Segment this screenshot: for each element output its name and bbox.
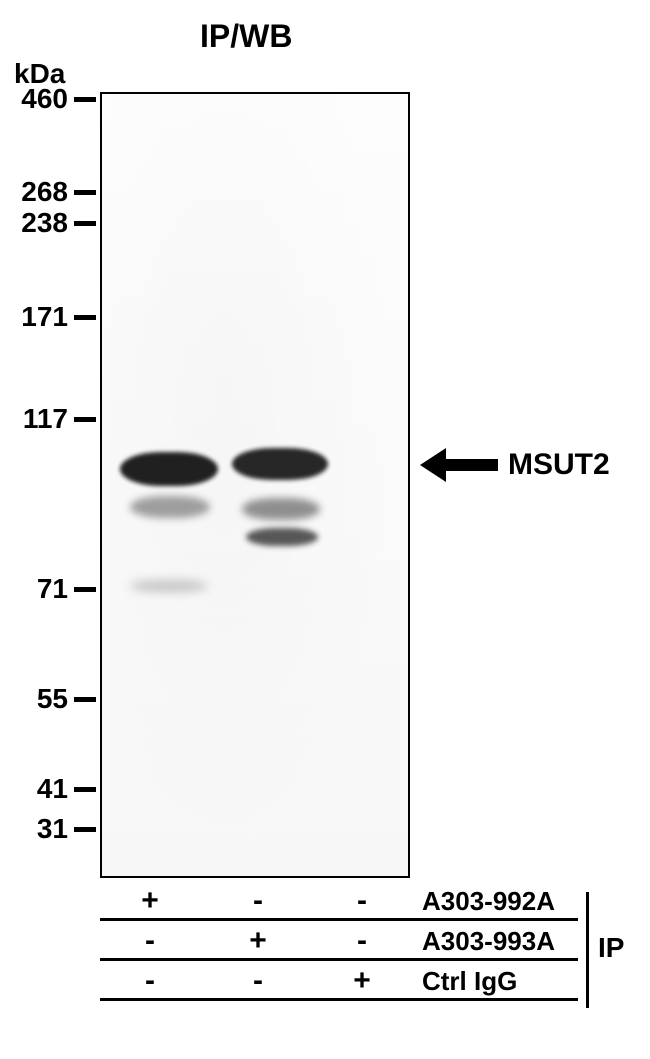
marker-row: 238 <box>8 207 96 239</box>
ip-mark: + <box>135 884 165 918</box>
marker-label: 460 <box>8 83 68 115</box>
arrow-shaft <box>446 459 498 471</box>
band <box>130 580 208 592</box>
ip-row-underline <box>100 998 578 1001</box>
marker-row: 71 <box>8 573 96 605</box>
marker-tick <box>74 315 96 320</box>
ip-table: + - - A303-992A - + - A303-993A - - + Ctrl IgG IP <box>0 884 650 1024</box>
ip-row-underline <box>100 918 578 921</box>
protein-label: MSUT2 <box>508 448 610 482</box>
ip-brace-line <box>586 892 589 1008</box>
band <box>246 528 318 546</box>
marker-tick <box>74 827 96 832</box>
arrow-head-icon <box>420 448 446 482</box>
marker-row: 460 <box>8 83 96 115</box>
band <box>242 498 320 520</box>
marker-tick <box>74 787 96 792</box>
band <box>130 496 210 518</box>
band <box>232 448 328 480</box>
ip-antibody-label: A303-993A <box>422 926 555 957</box>
ip-mark: - <box>135 924 165 958</box>
marker-row: 117 <box>8 403 96 435</box>
ip-mark: - <box>347 924 377 958</box>
ip-antibody-label: Ctrl IgG <box>422 966 517 997</box>
marker-tick <box>74 221 96 226</box>
marker-row: 268 <box>8 176 96 208</box>
figure-root: IP/WB kDa 46026823817111771554131 MSUT2 … <box>0 0 650 1059</box>
marker-label: 71 <box>8 573 68 605</box>
ip-mark: + <box>347 964 377 998</box>
marker-row: 31 <box>8 813 96 845</box>
figure-title: IP/WB <box>200 18 292 55</box>
marker-tick <box>74 97 96 102</box>
marker-row: 171 <box>8 301 96 333</box>
ip-mark: - <box>347 884 377 918</box>
ip-mark: - <box>243 964 273 998</box>
marker-tick <box>74 697 96 702</box>
ip-mark: - <box>243 884 273 918</box>
marker-row: 55 <box>8 683 96 715</box>
marker-label: 268 <box>8 176 68 208</box>
ip-antibody-label: A303-992A <box>422 886 555 917</box>
marker-label: 171 <box>8 301 68 333</box>
marker-label: 41 <box>8 773 68 805</box>
band <box>120 452 218 486</box>
ip-mark: + <box>243 924 273 958</box>
marker-label: 55 <box>8 683 68 715</box>
marker-row: 41 <box>8 773 96 805</box>
marker-tick <box>74 417 96 422</box>
ip-mark: - <box>135 964 165 998</box>
ip-label: IP <box>598 932 624 964</box>
ip-row-underline <box>100 958 578 961</box>
marker-label: 31 <box>8 813 68 845</box>
protein-arrow: MSUT2 <box>420 448 610 482</box>
marker-tick <box>74 190 96 195</box>
marker-label: 117 <box>8 403 68 435</box>
marker-tick <box>74 587 96 592</box>
marker-label: 238 <box>8 207 68 239</box>
blot-image <box>100 92 410 878</box>
